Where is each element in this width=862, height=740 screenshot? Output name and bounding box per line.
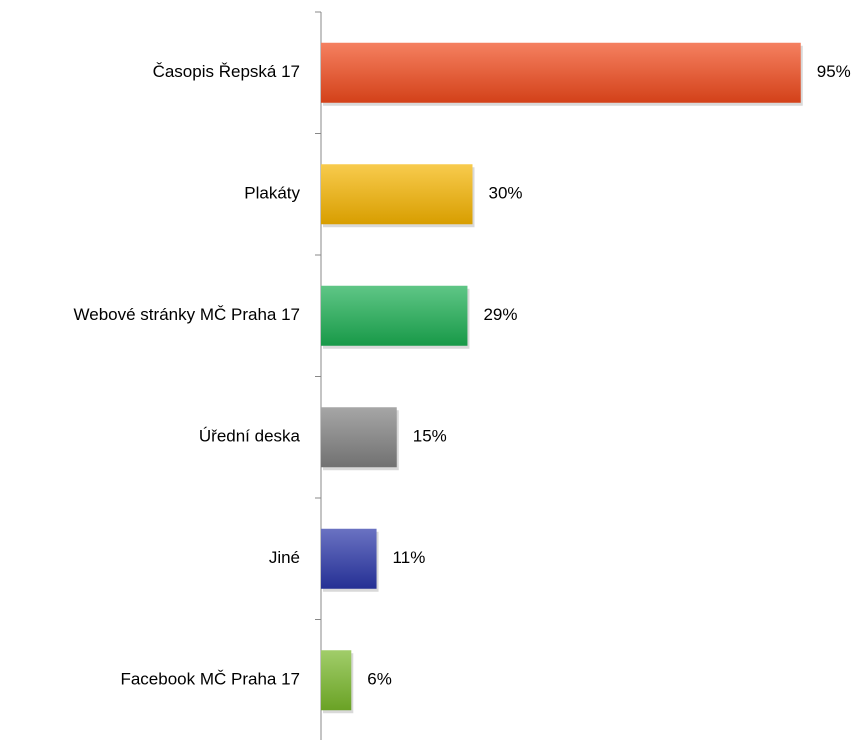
data-label: 15%	[413, 427, 447, 446]
data-label: 11%	[393, 548, 426, 567]
category-label: Plakáty	[244, 184, 300, 203]
bar	[321, 407, 397, 468]
category-label: Časopis Řepská 17	[153, 62, 300, 81]
bar	[321, 650, 352, 711]
data-label: 6%	[367, 670, 392, 689]
bar	[321, 164, 473, 225]
category-label: Facebook MČ Praha 17	[120, 670, 300, 689]
data-label: 30%	[489, 184, 523, 203]
category-label: Úřední deska	[199, 427, 301, 446]
data-label: 95%	[817, 62, 851, 81]
category-label: Jiné	[269, 548, 300, 567]
data-label: 29%	[483, 305, 517, 324]
bar	[321, 42, 801, 103]
bar	[321, 285, 468, 346]
bar	[321, 528, 377, 589]
category-label: Webové stránky MČ Praha 17	[74, 305, 300, 324]
